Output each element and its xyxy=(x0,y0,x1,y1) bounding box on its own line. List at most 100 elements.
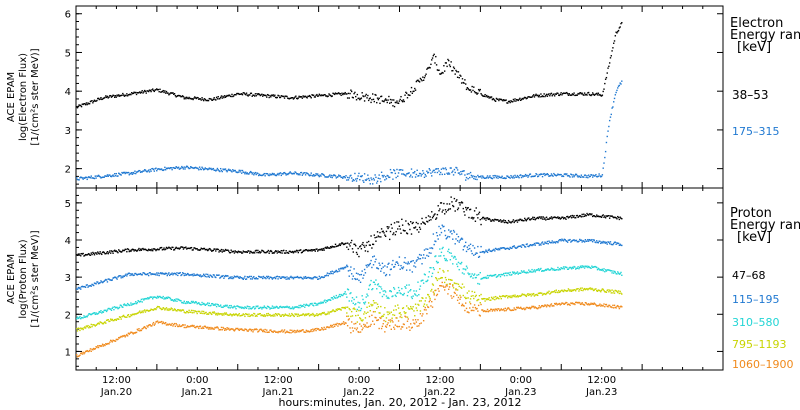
data-point xyxy=(348,300,350,302)
data-point xyxy=(473,273,476,275)
data-point xyxy=(264,328,266,331)
data-point xyxy=(408,224,410,226)
data-point xyxy=(568,93,570,95)
data-point xyxy=(472,295,474,297)
data-point xyxy=(156,272,158,274)
data-point xyxy=(375,317,377,319)
data-point xyxy=(366,178,368,180)
data-point xyxy=(481,298,483,300)
data-point xyxy=(96,346,98,349)
data-point xyxy=(198,325,201,328)
data-point xyxy=(225,329,228,331)
data-point xyxy=(228,327,230,330)
data-point xyxy=(284,172,287,175)
data-point xyxy=(225,95,228,98)
data-point xyxy=(207,313,209,315)
data-point xyxy=(508,221,511,223)
data-point xyxy=(175,273,177,276)
data-point xyxy=(139,169,141,172)
data-point xyxy=(193,273,195,275)
data-point xyxy=(379,102,381,105)
data-point xyxy=(466,246,469,248)
data-point xyxy=(342,177,344,179)
data-point xyxy=(120,94,122,97)
data-point xyxy=(218,274,220,276)
data-point xyxy=(271,305,274,307)
series-115–195 xyxy=(76,224,623,290)
data-point xyxy=(369,97,371,99)
data-point xyxy=(570,173,572,175)
data-point xyxy=(108,320,110,323)
data-point xyxy=(363,181,365,183)
data-point xyxy=(95,283,97,285)
data-point xyxy=(533,216,536,219)
data-point xyxy=(487,249,490,251)
data-point xyxy=(133,250,135,252)
data-point xyxy=(321,312,323,315)
data-point xyxy=(198,166,201,168)
data-point xyxy=(146,171,148,173)
data-point xyxy=(443,168,445,170)
data-point xyxy=(521,175,524,177)
data-point xyxy=(169,167,172,169)
data-point xyxy=(153,308,156,310)
data-point xyxy=(275,174,278,177)
data-point xyxy=(470,250,473,252)
data-point xyxy=(365,312,367,315)
data-point xyxy=(548,218,550,220)
data-point xyxy=(406,172,409,175)
data-point xyxy=(494,99,496,102)
data-point xyxy=(393,326,395,329)
data-point xyxy=(210,167,212,170)
data-point xyxy=(131,92,133,94)
data-point xyxy=(153,170,156,172)
data-point xyxy=(583,304,586,306)
data-point xyxy=(185,312,187,314)
data-point xyxy=(126,335,129,337)
data-point xyxy=(545,304,547,307)
y-tick-label: 4 xyxy=(65,87,71,98)
data-point xyxy=(111,250,113,253)
data-point xyxy=(284,95,287,97)
data-point xyxy=(560,240,562,242)
data-point xyxy=(565,290,567,292)
data-point xyxy=(255,95,257,97)
data-point xyxy=(215,170,217,172)
data-point xyxy=(329,174,331,176)
series-795–1193 xyxy=(76,268,623,332)
data-point xyxy=(164,309,166,311)
data-point xyxy=(312,94,315,96)
data-point xyxy=(322,247,325,250)
data-point xyxy=(89,100,92,103)
data-point xyxy=(278,330,280,333)
data-point xyxy=(295,330,297,332)
data-point xyxy=(328,175,330,177)
data-point xyxy=(452,66,455,68)
data-point xyxy=(304,275,307,278)
data-point xyxy=(249,92,252,95)
data-point xyxy=(106,251,109,253)
data-point xyxy=(474,220,477,222)
data-point xyxy=(316,313,318,315)
data-point xyxy=(372,288,374,290)
data-point xyxy=(418,294,420,296)
data-point xyxy=(147,90,150,93)
data-point xyxy=(300,330,302,333)
data-point xyxy=(243,171,245,174)
data-point xyxy=(333,310,335,312)
data-point xyxy=(180,274,182,277)
data-point xyxy=(456,289,459,291)
data-point xyxy=(504,99,507,102)
data-point xyxy=(528,173,531,176)
data-point xyxy=(309,249,312,252)
data-point xyxy=(146,325,148,327)
x-tick-date: Jan.21 xyxy=(262,387,294,398)
data-point xyxy=(436,262,439,264)
data-point xyxy=(152,167,154,170)
data-point xyxy=(315,172,317,175)
data-point xyxy=(251,173,253,175)
data-point xyxy=(303,303,305,306)
data-point xyxy=(99,282,101,284)
data-point xyxy=(219,277,221,279)
data-point xyxy=(339,175,342,177)
